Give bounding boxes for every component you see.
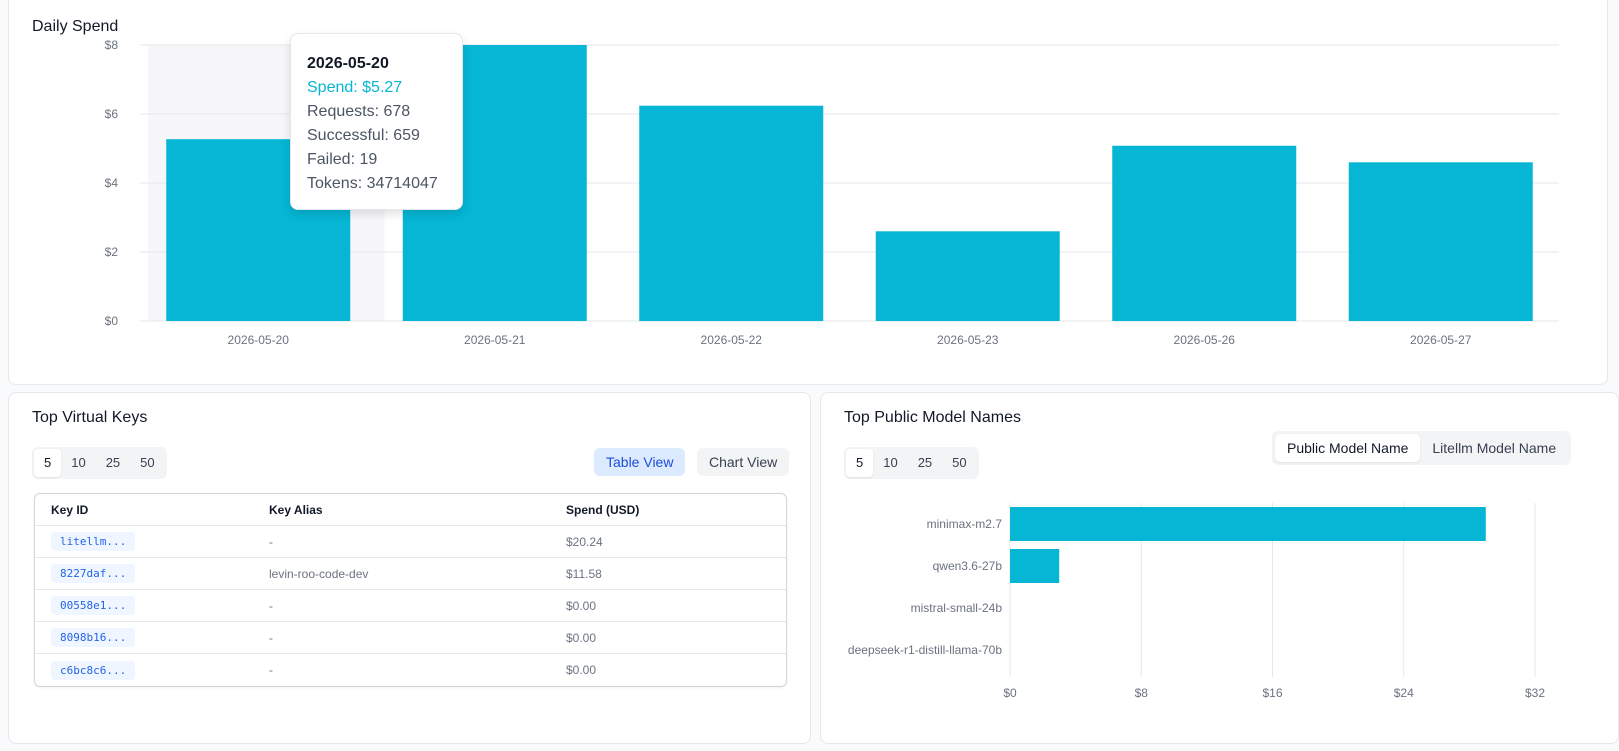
x-tick-label: 2026-05-23 (937, 333, 999, 347)
spend-cell: $0.00 (566, 598, 597, 613)
y-tick-label: minimax-m2.7 (927, 517, 1003, 531)
y-tick-label: deepseek-r1-distill-llama-70b (848, 643, 1002, 657)
key-alias-cell: levin-roo-code-dev (269, 566, 369, 581)
table-row: c6bc8c6... - $0.00 (35, 654, 786, 686)
key-id-chip[interactable]: litellm... (51, 532, 136, 551)
bar-2026-05-26 (1112, 145, 1297, 321)
column-header-spend[interactable]: Spend (USD) (566, 502, 640, 517)
top-virtual-keys-card: Top Virtual Keys 5 10 25 50 Table View C… (8, 392, 811, 744)
key-id-chip[interactable]: 00558e1... (51, 596, 136, 615)
column-header-key-id[interactable]: Key ID (51, 502, 89, 517)
key-alias-cell: - (269, 598, 273, 613)
tooltip-tokens: Tokens: 34714047 (307, 175, 438, 192)
table-row: 8098b16... - $0.00 (35, 622, 786, 654)
tooltip-date: 2026-05-20 (307, 55, 389, 72)
daily-spend-title: Daily Spend (32, 18, 119, 35)
models-page-size-50[interactable]: 50 (952, 455, 967, 470)
spend-cell: $0.00 (566, 630, 597, 645)
chart-view-button[interactable]: Chart View (697, 448, 790, 476)
key-id-chip[interactable]: 8098b16... (51, 628, 136, 647)
y-tick-label: $8 (105, 38, 119, 52)
keys-page-size-25[interactable]: 25 (105, 455, 121, 470)
table-row: 00558e1... - $0.00 (35, 590, 786, 622)
litellm-model-name-tab[interactable]: Litellm Model Name (1432, 440, 1557, 456)
x-tick-label: $32 (1525, 686, 1545, 700)
keys-page-size-50[interactable]: 50 (140, 455, 155, 470)
keys-page-size-selector: 5 10 25 50 (32, 447, 167, 479)
y-tick-label: qwen3.6-27b (933, 559, 1003, 573)
table-row: litellm... - $20.24 (35, 526, 786, 558)
x-tick-label: $16 (1262, 686, 1282, 700)
table-header: Key ID Key Alias Spend (USD) (35, 494, 786, 526)
tooltip-requests: Requests: 678 (307, 103, 411, 120)
public-model-name-tab[interactable]: Public Model Name (1275, 434, 1421, 462)
spend-cell: $20.24 (566, 534, 603, 549)
top-models-card: Top Public Model Names 5 10 25 50 Public… (820, 392, 1619, 744)
models-page-size-25[interactable]: 25 (917, 455, 933, 470)
daily-spend-card: Daily Spend $0 $2 $4 $6 $8 2026-05-20 2026-05-… (8, 0, 1608, 385)
models-page-size-selector: 5 10 25 50 (844, 447, 979, 479)
table-view-button[interactable]: Table View (594, 448, 686, 476)
tooltip-successful: Successful: 659 (307, 127, 420, 144)
tooltip-failed: Failed: 19 (307, 151, 378, 168)
y-tick-label: $2 (105, 245, 119, 259)
bar-2026-05-22 (639, 105, 824, 321)
keys-page-size-10[interactable]: 10 (71, 455, 86, 470)
chart-tooltip: 2026-05-20 Spend: $5.27 Requests: 678 Su… (290, 33, 463, 210)
bar-2026-05-23 (875, 231, 1060, 321)
bar-2026-05-27 (1348, 162, 1533, 321)
key-id-chip[interactable]: c6bc8c6... (51, 660, 136, 680)
y-tick-label: $6 (105, 107, 119, 121)
y-tick-label: $0 (105, 314, 119, 328)
top-models-chart: $0 $8 $16 $24 $32 minimax-m2.7 qwen3.6-27b mist… (848, 503, 1545, 700)
x-tick-label: 2026-05-27 (1410, 333, 1472, 347)
y-tick-label: mistral-small-24b (911, 601, 1003, 615)
x-tick-label: $8 (1135, 686, 1149, 700)
top-models-title: Top Public Model Names (844, 409, 1021, 426)
x-tick-label: $0 (1003, 686, 1017, 700)
spend-cell: $0.00 (566, 663, 597, 677)
key-alias-cell: - (269, 663, 273, 677)
spend-cell: $11.58 (566, 566, 602, 581)
daily-spend-chart: $0 $2 $4 $6 $8 2026-05-20 2026-05-21 2026-05-22… (105, 38, 1559, 347)
models-page-size-5[interactable]: 5 (846, 449, 874, 477)
x-tick-label: 2026-05-21 (464, 333, 526, 347)
models-page-size-10[interactable]: 10 (883, 455, 898, 470)
key-alias-cell: - (269, 630, 273, 645)
keys-table: Key ID Key Alias Spend (USD) litellm... … (34, 493, 787, 687)
x-tick-label: 2026-05-22 (701, 333, 763, 347)
x-tick-label: 2026-05-26 (1174, 333, 1236, 347)
bar-minimax-m2.7 (1010, 507, 1486, 541)
top-virtual-keys-title: Top Virtual Keys (32, 409, 148, 426)
x-tick-label: 2026-05-20 (228, 333, 290, 347)
model-name-toggle: Public Model Name Litellm Model Name (1272, 431, 1572, 465)
tooltip-spend: Spend: $5.27 (307, 79, 403, 96)
bar-qwen3.6-27b (1010, 549, 1060, 583)
x-tick-label: $24 (1394, 686, 1414, 700)
key-id-chip[interactable]: 8227daf... (51, 564, 136, 583)
y-tick-label: $4 (105, 176, 119, 190)
column-header-key-alias[interactable]: Key Alias (269, 502, 323, 517)
table-row: 8227daf... levin-roo-code-dev $11.58 (35, 558, 786, 590)
key-alias-cell: - (269, 534, 273, 549)
keys-page-size-5[interactable]: 5 (34, 449, 62, 477)
